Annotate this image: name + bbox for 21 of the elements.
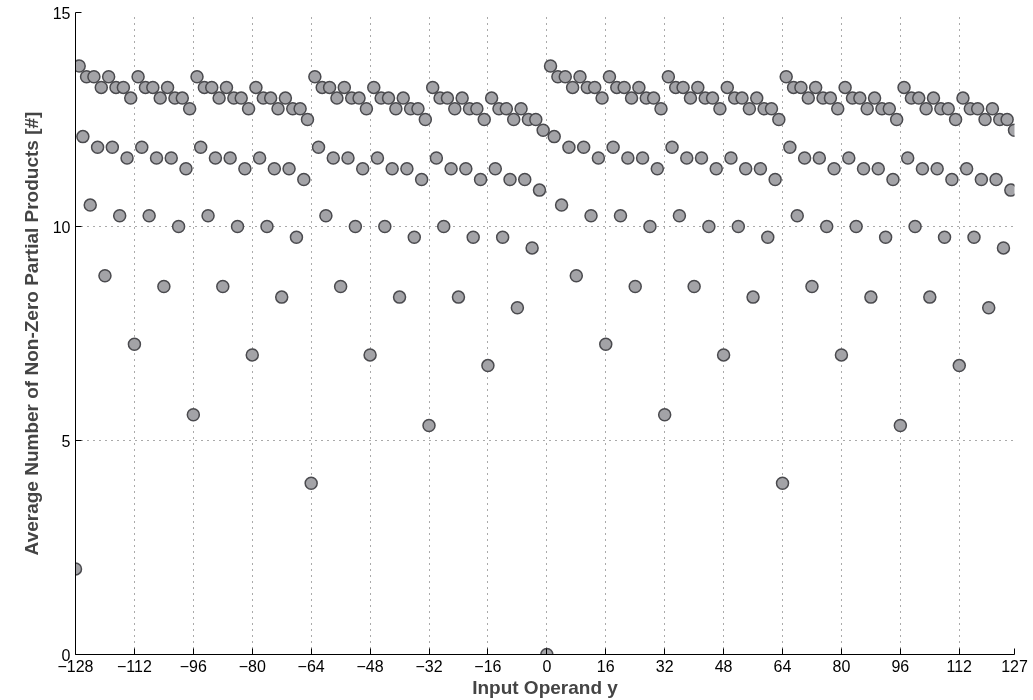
x-tick-label: 127 [1001,657,1028,675]
y-tick-label: 5 [61,432,71,450]
x-tick-label: −16 [474,657,502,675]
x-tick-label: −96 [179,657,208,675]
x-tick-label: 64 [773,657,792,675]
x-tick-label: −64 [297,657,325,675]
x-tick-label: 16 [596,657,615,675]
x-tick-label: −112 [116,657,152,675]
y-tick-label: 15 [52,4,71,22]
x-tick-label: −32 [415,657,443,675]
x-tick-label: −48 [356,657,384,675]
x-tick-label: −80 [238,657,266,675]
y-tick-label: 10 [52,218,71,236]
x-tick-label: 112 [946,657,973,675]
x-tick-label: 48 [714,657,733,675]
x-tick-label: 80 [832,657,851,675]
x-tick-label: 32 [655,657,674,675]
x-tick-label: 0 [542,657,552,675]
y-axis-title: Average Number of Non-Zero Partial Products [#] [20,111,42,556]
x-axis-title: Input Operand y [472,676,619,698]
x-tick-label: 96 [891,657,910,675]
